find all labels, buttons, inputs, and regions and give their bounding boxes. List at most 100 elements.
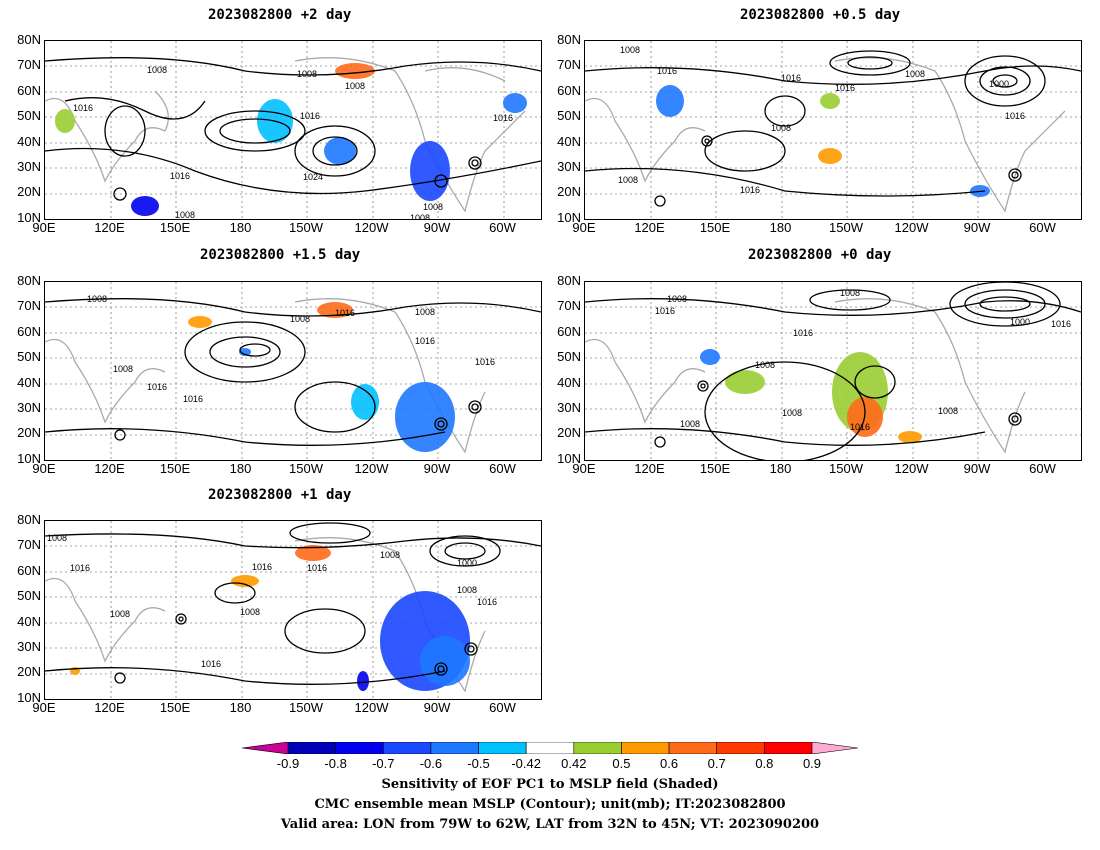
lat-tick-label: 60N	[557, 323, 581, 339]
lat-tick-label: 20N	[17, 425, 41, 441]
isobar-label: 1016	[477, 597, 497, 607]
lat-tick-label: 30N	[557, 159, 581, 174]
colorbar-cell	[287, 742, 336, 754]
lon-tick-label: 150E	[159, 700, 191, 715]
sensitivity-shading	[700, 349, 922, 443]
isobar-label: 1016	[300, 111, 320, 121]
colorbar-cell	[716, 742, 765, 754]
colorbar-tick-label: -0.42	[511, 756, 541, 771]
isobar-label: 1016	[793, 328, 813, 338]
isobars	[45, 298, 541, 446]
lat-tick-label: 40N	[557, 374, 581, 390]
isobar-label: 1016	[183, 394, 203, 404]
isobar-label: 1016	[147, 382, 167, 392]
lon-tick-label: 150E	[159, 220, 191, 235]
lon-tick-label: 150W	[289, 700, 323, 715]
lon-tick-label: 150W	[289, 220, 323, 235]
colorbar-tick-label: 0.8	[755, 756, 774, 771]
map-canvas: 1008 1008 1016 1008 1000 1016 1016 1008 …	[585, 282, 1081, 460]
colorbar-cell	[573, 742, 622, 754]
isobar-label: 1008	[380, 550, 400, 560]
lon-tick-label: 60W	[489, 220, 516, 235]
isobar-label: 1016	[170, 171, 190, 181]
lat-tick-label: 50N	[17, 108, 41, 124]
isobar-label: 1016	[655, 306, 675, 316]
lat-tick-label: 30N	[557, 400, 581, 415]
lat-tick-label: 80N	[17, 273, 41, 288]
isobar-label: 1016	[1005, 111, 1025, 121]
colorbar-cell	[430, 742, 479, 754]
lon-tick-label: 90W	[963, 461, 991, 476]
colorbar-tick-label: 0.9	[802, 756, 822, 771]
map-canvas: 1008 1008 1016 1008 1016 1016 1016 1016 …	[45, 282, 541, 460]
lon-tick-label: 180	[769, 220, 792, 235]
lon-tick-label: 150W	[829, 220, 863, 235]
coastlines	[45, 298, 486, 454]
lon-tick-label: 90E	[32, 220, 56, 235]
isobar-label: 1008	[87, 294, 107, 304]
lat-tick-label: 80N	[17, 512, 41, 527]
lat-tick-label: 60N	[17, 82, 41, 98]
isobar-label: 1008	[423, 202, 443, 212]
colorbar-cell	[335, 742, 384, 754]
lat-tick-label: 70N	[17, 57, 41, 73]
panel-title: 2023082800 +1 day	[208, 487, 352, 503]
colorbar-tick-label: -0.5	[467, 756, 490, 771]
lat-tick-label: 30N	[17, 159, 41, 174]
isobar-label: 1008	[618, 175, 638, 185]
lon-tick-label: 60W	[1029, 461, 1056, 476]
colorbar-cells	[287, 742, 813, 754]
colorbar-tick-label: 0.7	[707, 756, 726, 771]
lat-tick-label: 50N	[557, 108, 581, 124]
isobar-label: 1016	[73, 103, 93, 113]
lon-tick-label: 120E	[94, 220, 125, 235]
isobar-labels: 1008 1008 1016 1016 1016 1024 1016 1008 …	[73, 65, 513, 219]
colorbar-tick-label: 0.6	[660, 756, 679, 771]
lat-tick-label: 20N	[17, 184, 41, 200]
lat-tick-label: 40N	[557, 133, 581, 149]
lat-tick-label: 20N	[557, 425, 581, 441]
isobar-label: 1024	[303, 172, 323, 182]
colorbar-tick-label: 0.5	[612, 756, 631, 771]
panel-title: 2023082800 +0.5 day	[740, 7, 901, 23]
isobar-label: 1008	[297, 69, 317, 79]
isobar-label: 1016	[781, 73, 801, 83]
isobars	[585, 282, 1081, 460]
isobar-label: 1016	[493, 113, 513, 123]
isobar-label: 1016	[335, 308, 355, 318]
map-canvas: 1008 1008 1016 1016 1016 1024 1016 1008 …	[45, 41, 541, 219]
isobar-label: 1016	[252, 562, 272, 572]
lon-tick-label: 90W	[423, 220, 451, 235]
lon-tick-label: 120E	[634, 461, 665, 476]
lon-tick-label: 120W	[354, 461, 389, 476]
lat-tick-label: 70N	[17, 537, 41, 553]
isobar-label: 1008	[345, 81, 365, 91]
isobar-label: 1008	[147, 65, 167, 75]
colorbar-tick-label: -0.7	[372, 756, 395, 771]
lon-tick-label: 150E	[159, 461, 191, 476]
isobar-label: 1008	[680, 419, 700, 429]
sensitivity-shading	[656, 85, 990, 197]
map-frame: 1008 1016 1016 1008 1000 1016 1016 1008 …	[584, 40, 1082, 220]
sensitivity-shading	[55, 63, 527, 216]
isobar-label: 1016	[657, 66, 677, 76]
isobar-label: 1016	[850, 422, 870, 432]
isobar-label: 1008	[47, 533, 67, 543]
lat-tick-label: 60N	[17, 562, 41, 578]
colorbar-high-triangle	[811, 742, 858, 754]
isobar-label: 1000	[1010, 317, 1030, 327]
isobar-label: 1016	[415, 336, 435, 346]
map-frame: 1008 1008 1016 1008 1016 1016 1016 1016 …	[44, 281, 542, 461]
lon-tick-label: 90W	[423, 461, 451, 476]
map-canvas: 1008 1016 1008 1016 1016 1008 1000 1008 …	[45, 521, 541, 699]
lat-tick-label: 60N	[557, 82, 581, 98]
lon-tick-label: 120E	[94, 461, 125, 476]
isobar-label: 1016	[307, 563, 327, 573]
lat-tick-label: 80N	[557, 273, 581, 288]
lon-tick-label: 90E	[32, 700, 56, 715]
lon-tick-label: 180	[769, 461, 792, 476]
isobar-label: 1016	[70, 563, 90, 573]
isobar-label: 1008	[290, 314, 310, 324]
panel-title: 2023082800 +0 day	[748, 247, 892, 263]
isobar-labels: 1008 1008 1016 1008 1000 1016 1016 1008 …	[655, 288, 1071, 432]
